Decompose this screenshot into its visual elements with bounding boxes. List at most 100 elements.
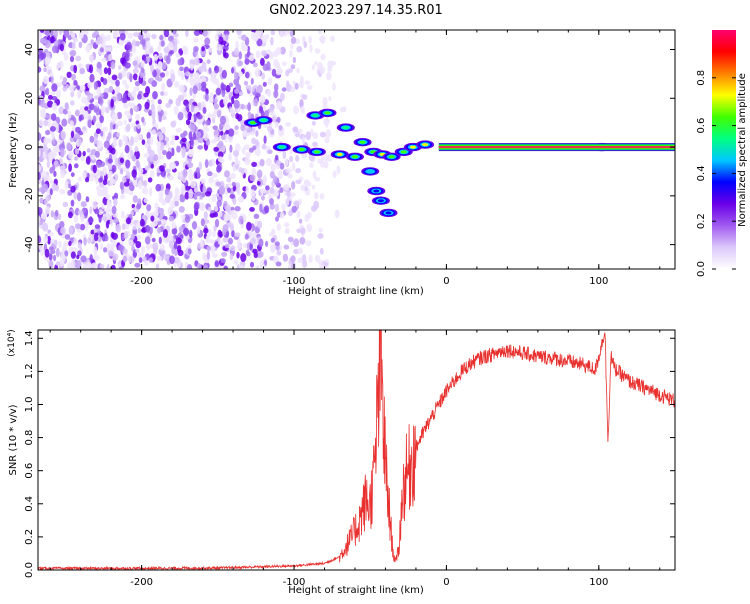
spectrogram-noise-cell: [159, 72, 166, 78]
spectrogram-noise-cell: [139, 218, 145, 227]
spectrogram-noise-cell: [180, 184, 186, 193]
spectrogram-noise-cell: [231, 181, 236, 187]
spectrogram-noise-cell: [76, 192, 82, 202]
spectrogram-noise-cell: [144, 236, 151, 245]
spectrogram-noise-cell: [157, 99, 162, 105]
spectrogram-noise-cell: [211, 253, 218, 258]
spectrogram-noise-cell: [276, 250, 282, 256]
spectrogram-noise-cell: [149, 187, 153, 193]
spectrogram-noise-cell: [238, 91, 244, 96]
spectrogram-noise-cell: [177, 94, 184, 102]
spectrogram-noise-cell: [60, 171, 65, 179]
spectrogram-noise-cell: [82, 126, 87, 131]
spectrogram-noise-cell: [311, 64, 315, 70]
spectrogram-noise-cell: [70, 130, 75, 139]
spectrogram-noise-cell: [292, 126, 299, 132]
spectrogram-noise-cell: [96, 140, 103, 149]
spectrogram-noise-cell: [258, 238, 264, 248]
spectrogram-signal-blob: [324, 111, 331, 115]
spectrogram-noise-cell: [48, 253, 53, 261]
spectrogram-noise-cell: [260, 57, 265, 66]
spectrogram-frame: [37, 29, 676, 270]
spectrogram-noise-cell: [159, 165, 165, 172]
spectrogram-noise-cell: [319, 131, 327, 138]
spectrogram-noise-cell: [174, 249, 178, 257]
spectrogram-noise-cell: [85, 261, 92, 269]
spectrogram-noise-cell: [98, 177, 103, 183]
spectrogram-noise-cell: [238, 215, 244, 225]
spectrogram-noise-cell: [296, 67, 300, 74]
spectrogram-noise-cell: [74, 133, 81, 140]
spectrogram-noise-cell: [163, 30, 169, 37]
spectrogram-noise-cell: [202, 185, 207, 194]
spectrogram-noise-cell: [295, 179, 302, 185]
spectrogram-noise-cell: [51, 45, 58, 54]
spectrogram-noise-cell: [44, 30, 51, 36]
spectrogram-noise-cell: [120, 194, 126, 200]
spectrogram-noise-cell: [109, 218, 114, 227]
spectrogram-noise-cell: [320, 154, 325, 161]
spectrogram-noise-cell: [111, 74, 118, 81]
spectrogram-noise-cell: [99, 264, 105, 269]
spectrogram-noise-cell: [222, 228, 227, 236]
spectrogram-noise-cell: [325, 128, 331, 138]
spectrogram-noise-cell: [184, 185, 191, 191]
colorbar-tick-label: 0.6: [696, 118, 707, 134]
spectrogram-noise-cell: [102, 126, 108, 132]
spectrogram-noise-cell: [150, 97, 155, 106]
spectrogram-signal-blob: [367, 169, 374, 173]
spectrogram-noise-cell: [257, 173, 262, 178]
spectrogram-noise-cell: [107, 214, 112, 221]
spectrogram-noise-cell: [38, 132, 42, 141]
spectrogram-noise-cell: [68, 226, 74, 235]
spectrogram-noise-cell: [87, 44, 91, 51]
spectrogram-noise-cell: [196, 225, 201, 235]
y-tick-label: 1.2: [24, 363, 35, 379]
spectrogram-noise-cell: [151, 80, 158, 87]
spectrogram-noise-cell: [79, 105, 85, 115]
spectrogram-noise-cell: [105, 34, 111, 42]
spectrogram-noise-cell: [42, 75, 50, 85]
spectrogram-noise-cell: [317, 233, 324, 239]
spectrogram-noise-cell: [99, 114, 104, 124]
spectrogram-signal-blob: [352, 155, 358, 159]
spectrogram-noise-cell: [116, 111, 122, 120]
colorbar: 0.0 0.2 0.4 0.6 0.8 Normalized spectral ampl…: [696, 30, 748, 277]
spectrogram-noise-cell: [203, 227, 209, 234]
spectrogram-noise-cell: [105, 207, 112, 213]
spectrogram-noise-cell: [214, 103, 219, 110]
spectrogram-noise-cell: [60, 227, 66, 235]
spectrogram-noise-cell: [261, 72, 266, 80]
spectrogram-noise-cell: [236, 251, 240, 259]
spectrogram-noise-cell: [60, 252, 65, 259]
spectrogram-noise-cell: [129, 256, 135, 263]
spectrogram-noise-cell: [94, 150, 100, 158]
spectrogram-noise-cell: [295, 38, 301, 45]
spectrogram-noise-cell: [188, 229, 193, 238]
spectrogram-noise-cell: [180, 214, 186, 220]
spectrogram-noise-cell: [238, 196, 244, 203]
spectrogram-noise-cell: [165, 55, 171, 65]
spectrogram-noise-cell: [64, 250, 69, 257]
spectrogram-noise-cell: [200, 86, 207, 92]
spectrogram-noise-cell: [74, 109, 80, 117]
spectrogram-noise-cell: [135, 248, 140, 253]
spectrogram-noise-cell: [155, 207, 159, 217]
spectrogram-noise-cell: [255, 139, 259, 148]
spectrogram-noise-cell: [165, 194, 171, 204]
spectrogram-noise-cell: [236, 30, 242, 36]
spectrogram-noise-cell: [157, 155, 161, 161]
spectrogram-noise-cell: [49, 72, 54, 77]
spectrogram-noise-cell: [134, 40, 140, 47]
spectrogram-noise-cell: [51, 83, 58, 92]
spectrogram-noise-cell: [294, 82, 299, 90]
spectrogram-noise-cell: [183, 48, 189, 55]
spectrogram-noise-cell: [269, 52, 274, 61]
spectrogram-noise-cell: [254, 148, 261, 157]
spectrogram-noise-cell: [203, 132, 209, 142]
spectrogram-noise-cell: [67, 262, 74, 269]
spectrogram-noise-cell: [168, 215, 175, 222]
spectrogram-noise-cell: [202, 106, 207, 114]
spectrogram-noise-cell: [69, 120, 74, 128]
spectrogram-noise-cell: [102, 186, 109, 196]
